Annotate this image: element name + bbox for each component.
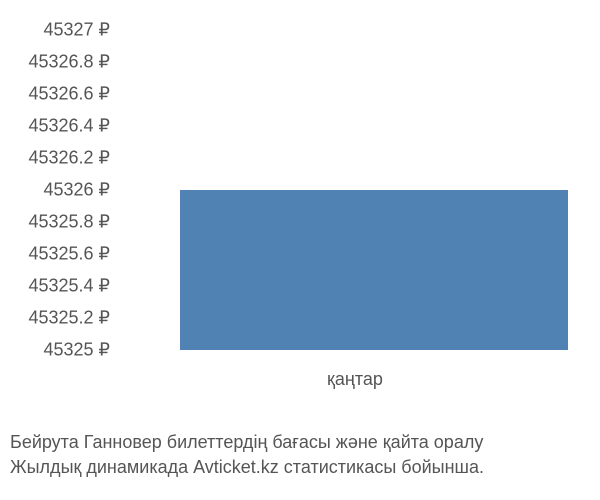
y-tick: 45326.8 ₽: [28, 52, 110, 73]
y-tick: 45327 ₽: [43, 20, 110, 41]
y-axis: 45327 ₽ 45326.8 ₽ 45326.6 ₽ 45326.4 ₽ 45…: [0, 30, 120, 350]
y-tick: 45325.6 ₽: [28, 244, 110, 265]
y-tick: 45326.2 ₽: [28, 148, 110, 169]
plot-area: [120, 30, 590, 350]
caption-line-1: Бейрута Ганновер билеттердің бағасы және…: [10, 430, 590, 455]
y-tick: 45325.2 ₽: [28, 308, 110, 329]
x-axis-label: қаңтар: [120, 369, 590, 390]
caption-line-2: Жылдық динамикада Avticket.kz статистика…: [10, 455, 590, 480]
y-tick: 45325.8 ₽: [28, 212, 110, 233]
y-tick: 45326 ₽: [43, 180, 110, 201]
chart-container: 45327 ₽ 45326.8 ₽ 45326.6 ₽ 45326.4 ₽ 45…: [0, 30, 600, 410]
bar: [180, 190, 568, 350]
y-tick: 45325.4 ₽: [28, 276, 110, 297]
y-tick: 45326.4 ₽: [28, 116, 110, 137]
y-tick: 45325 ₽: [43, 340, 110, 361]
y-tick: 45326.6 ₽: [28, 84, 110, 105]
chart-caption: Бейрута Ганновер билеттердің бағасы және…: [10, 430, 590, 480]
